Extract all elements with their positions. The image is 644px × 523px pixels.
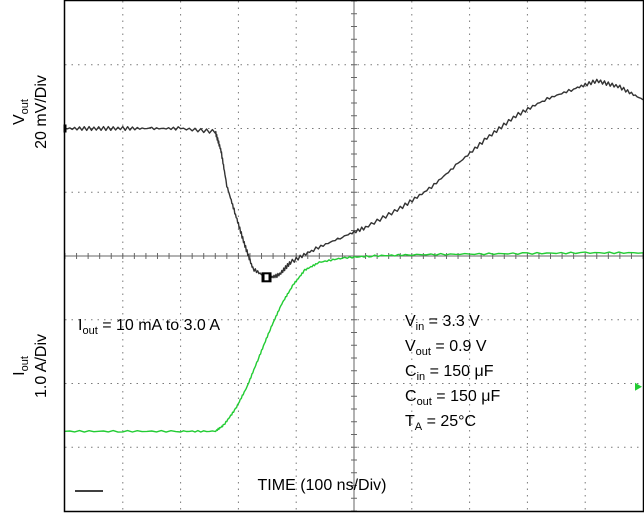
iout-axis-label: Iout: [11, 356, 31, 376]
iout-trace: [64, 251, 644, 433]
vout-axis-label: Vout: [11, 99, 31, 125]
param-ta: TA = 25°C: [405, 413, 476, 433]
load-step-annotation: Iout = 10 mA to 3.0 A: [78, 317, 220, 337]
traces: [64, 78, 644, 433]
x-axis-label: TIME (100 ns/Div): [257, 477, 387, 494]
iout-scale-label: 1.0 A/Div: [33, 334, 50, 398]
ground-marker-icon: [635, 382, 642, 391]
param-vout: Vout = 0.9 V: [405, 338, 487, 358]
test-conditions: Vin = 3.3 V Vout = 0.9 V Cin = 150 μF Co…: [405, 313, 500, 433]
vout-trace: [64, 78, 644, 280]
param-vin: Vin = 3.3 V: [405, 313, 480, 333]
grid: [64, 0, 644, 512]
param-cout: Cout = 150 μF: [405, 388, 500, 408]
vout-scale-label: 20 mV/Div: [33, 75, 50, 149]
param-cin: Cin = 150 μF: [405, 363, 494, 383]
trigger-marker-inner: [264, 274, 269, 281]
